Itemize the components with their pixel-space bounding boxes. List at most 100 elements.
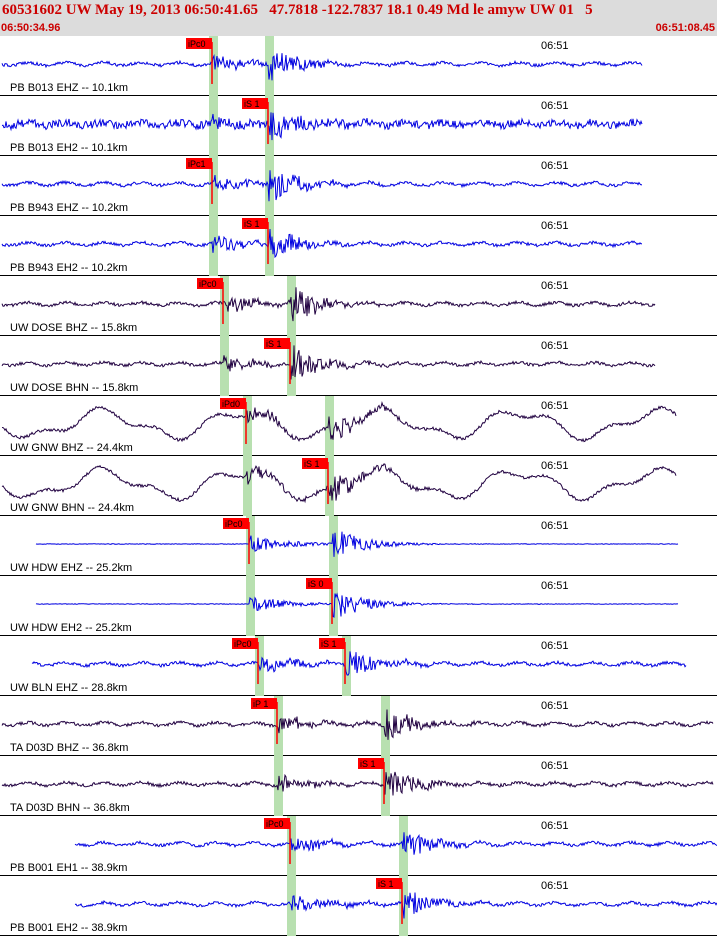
waveform-trace [1,287,656,322]
pick-tag [302,458,328,469]
trace-row: iP 1 06:51 TA D03D BHZ -- 36.8km [0,696,717,756]
pick-label: iS 1 [266,339,282,349]
station-label: UW DOSE BHZ -- 15.8km [10,322,137,334]
pick-label: iPc0 [266,819,284,829]
pick-tag [232,638,258,649]
pick-tag [242,218,268,229]
pick-tag [264,338,290,349]
pick-tag [306,578,332,589]
pick-tag [186,158,212,169]
pick-label: iS 1 [378,879,394,889]
time-mark: 06:51 [541,820,569,832]
pick-label: iS 1 [244,99,260,109]
s-window [265,96,274,156]
pick-tag [358,758,384,769]
seismogram-panel[interactable]: iPc0 06:51 PB B013 EHZ -- 10.1km iS 1 06:51 P… [0,36,717,938]
pick-label: iP 1 [253,699,268,709]
trace-row: iPc1 06:51 PB B943 EHZ -- 10.2km [0,156,717,216]
event-header: 60531602 UW May 19, 2013 06:50:41.65 47.… [0,0,717,36]
p-window [246,516,255,576]
time-mark: 06:51 [541,340,569,352]
station-label: UW HDW EH2 -- 25.2km [10,622,132,634]
station-label: PB B013 EHZ -- 10.1km [10,82,128,94]
trace-row: iS 1 06:51 PB B943 EH2 -- 10.2km [0,216,717,276]
trace-row: iPc0 06:51 UW DOSE BHZ -- 15.8km [0,276,717,336]
time-mark: 06:51 [541,520,569,532]
pick-tag [223,518,249,529]
trace-row: iPc0 06:51 PB B013 EHZ -- 10.1km [0,36,717,96]
station-label: PB B001 EH2 -- 38.9km [10,922,127,934]
station-label: PB B013 EH2 -- 10.1km [10,142,127,154]
pick-label: iPc0 [225,519,243,529]
station-label: PB B943 EHZ -- 10.2km [10,202,128,214]
pick-tag [251,698,277,709]
trace-row: iPc0 iS 1 06:51 UW BLN EHZ -- 28.8km [0,636,717,696]
pick-label: iS 0 [308,579,324,589]
p-window [209,156,218,216]
s-window [265,36,274,96]
waveform-trace [35,592,679,618]
station-label: TA D03D BHN -- 36.8km [10,802,130,814]
time-mark: 06:51 [541,760,569,772]
waveform-trace [31,651,687,676]
time-mark: 06:51 [541,220,569,232]
p-window [209,36,218,96]
s-window [381,696,390,756]
waveform-trace [1,771,714,796]
p-window [274,696,283,756]
time-mark: 06:51 [541,280,569,292]
trace-row: iS 1 06:51 UW DOSE BHN -- 15.8km [0,336,717,396]
time-mark: 06:51 [541,100,569,112]
station-label: PB B001 EH1 -- 38.9km [10,862,127,874]
waveform-trace [1,400,677,443]
trace-row: iS 1 06:51 PB B013 EH2 -- 10.1km [0,96,717,156]
p-window [243,456,252,516]
time-mark: 06:51 [541,580,569,592]
pick-tag [376,878,402,889]
end-time-label: 06:51:08.45 [655,22,715,34]
waveform-trace [74,892,717,919]
p-window [220,276,229,336]
pick-label: iS 1 [321,639,337,649]
pick-tag [264,818,290,829]
p-window [209,96,218,156]
station-label: UW DOSE BHN -- 15.8km [10,382,138,394]
s-window [329,576,338,636]
station-label: UW GNW BHN -- 24.4km [10,502,134,514]
p-window [220,336,229,396]
pick-label: iPc0 [188,39,206,49]
time-mark: 06:51 [541,400,569,412]
time-mark: 06:51 [541,880,569,892]
waveform-trace [1,463,677,504]
waveform-trace [1,345,656,380]
pick-label: iPd0 [222,399,240,409]
s-window [325,456,334,516]
pick-label: iS 1 [304,459,320,469]
waveform-trace [35,531,679,557]
time-mark: 06:51 [541,160,569,172]
station-label: UW HDW EHZ -- 25.2km [10,562,132,574]
time-mark: 06:51 [541,460,569,472]
trace-row: iS 1 06:51 UW GNW BHN -- 24.4km [0,456,717,516]
pick-tag [319,638,345,649]
waveform-trace [1,112,643,141]
pick-label: iS 1 [244,219,260,229]
station-label: PB B943 EH2 -- 10.2km [10,262,127,274]
time-mark: 06:51 [541,700,569,712]
waveform-trace [1,53,643,81]
station-label: UW GNW BHZ -- 24.4km [10,442,133,454]
trace-row: iS 0 06:51 UW HDW EH2 -- 25.2km [0,576,717,636]
trace-row: iPd0 06:51 UW GNW BHZ -- 24.4km [0,396,717,456]
station-label: UW BLN EHZ -- 28.8km [10,682,127,694]
waveform-trace [1,228,643,259]
waveform-trace [1,709,714,740]
s-window [399,876,408,936]
station-label: TA D03D BHZ -- 36.8km [10,742,128,754]
trace-row: iS 1 06:51 PB B001 EH2 -- 38.9km [0,876,717,936]
start-time-label: 06:50:34.96 [1,22,61,34]
pick-tag [242,98,268,109]
pick-label: iPc1 [188,159,206,169]
trace-row: iPc0 06:51 UW HDW EHZ -- 25.2km [0,516,717,576]
waveform-trace [74,832,717,855]
pick-label: iPc0 [199,279,217,289]
